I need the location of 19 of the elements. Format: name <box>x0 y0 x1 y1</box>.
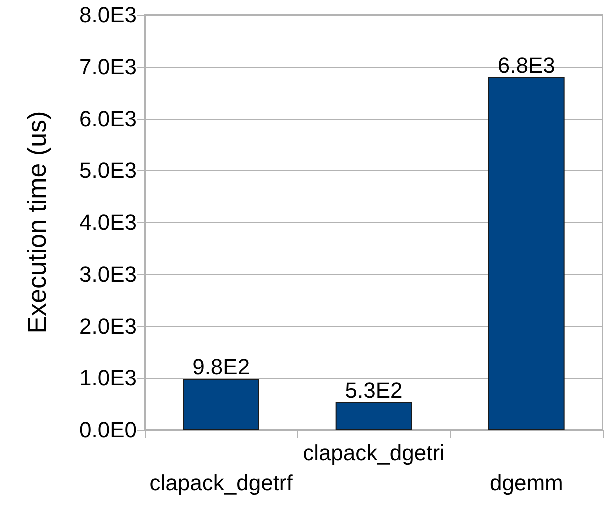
data-label: 6.8E3 <box>498 52 556 78</box>
y-tick-label: 7.0E3 <box>80 54 137 80</box>
y-tick-label: 2.0E3 <box>80 314 137 339</box>
y-axis-title: Execution time (us) <box>22 111 52 334</box>
bar <box>183 379 260 430</box>
y-tick-label: 0.0E0 <box>80 418 137 442</box>
y-tick-label: 4.0E3 <box>80 210 137 235</box>
y-tick-label: 6.0E3 <box>80 106 137 132</box>
y-tick-label: 8.0E3 <box>80 2 137 28</box>
bar <box>488 77 565 430</box>
x-tick-label: clapack_dgetrf <box>150 470 294 496</box>
x-tick-label: clapack_dgetri <box>303 440 445 466</box>
data-label: 9.8E2 <box>192 354 250 380</box>
data-label: 5.3E2 <box>345 378 403 404</box>
x-tick-label: dgemm <box>490 470 564 496</box>
y-tick-label: 1.0E3 <box>80 366 137 391</box>
bar <box>336 402 412 430</box>
y-tick-label: 3.0E3 <box>80 262 137 287</box>
y-tick-label: 5.0E3 <box>80 158 137 184</box>
